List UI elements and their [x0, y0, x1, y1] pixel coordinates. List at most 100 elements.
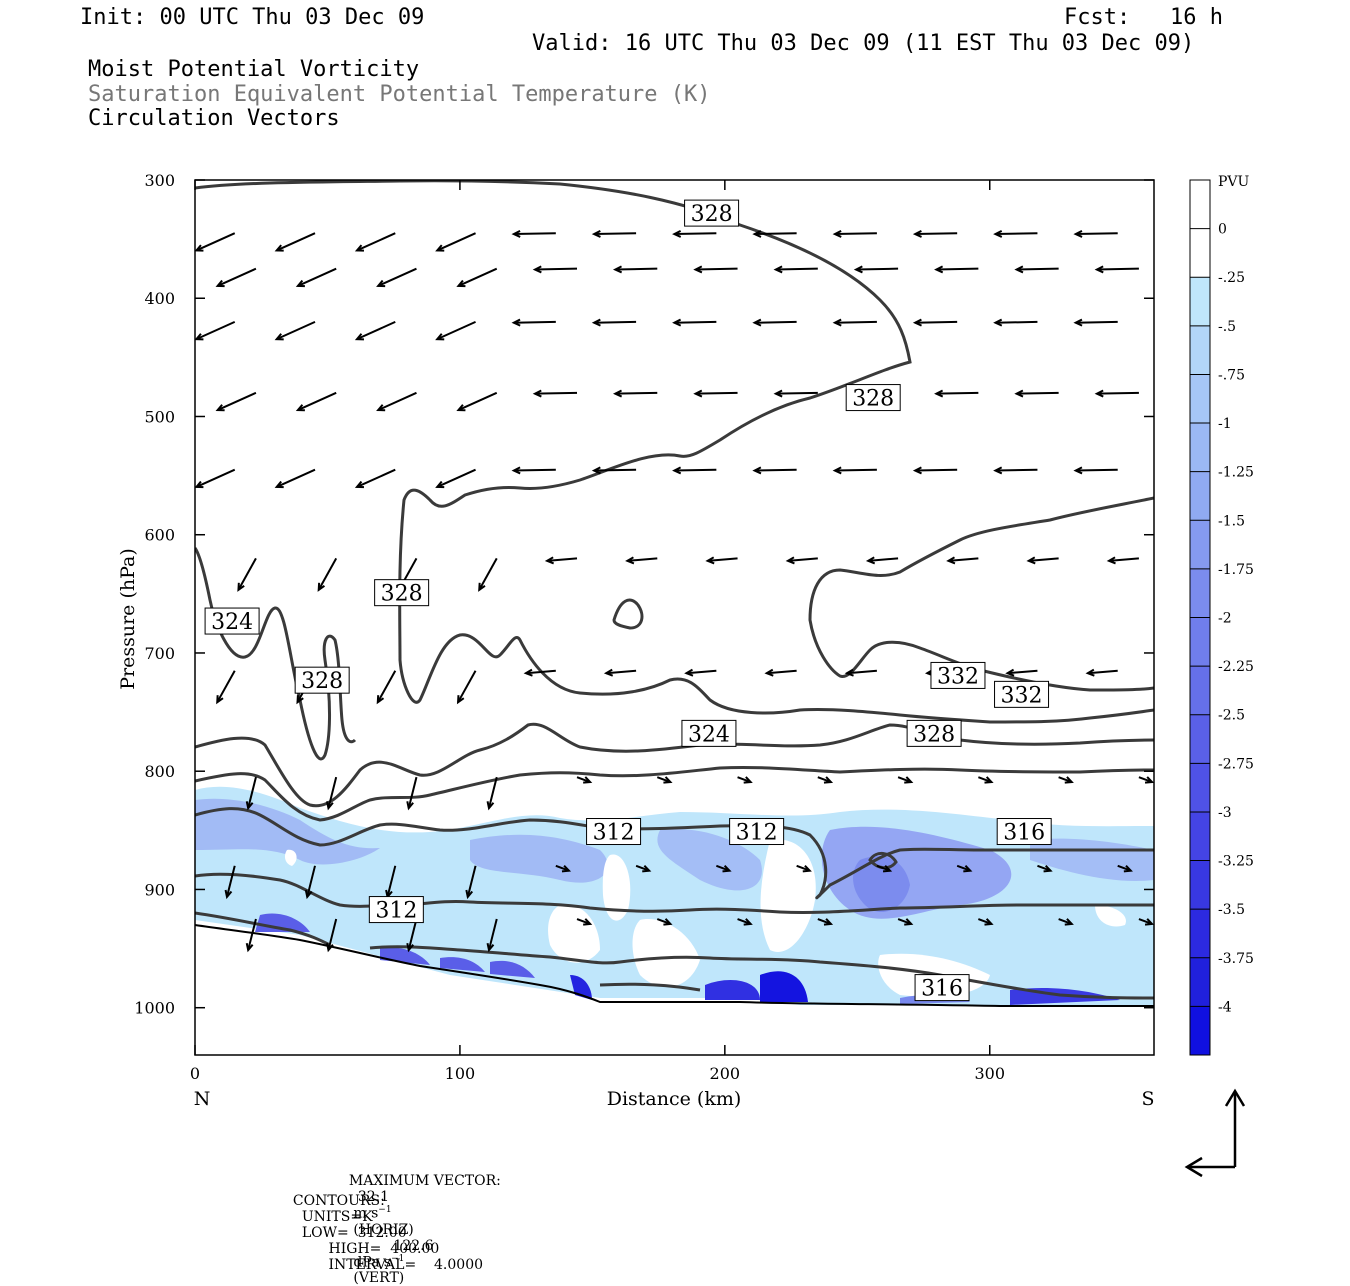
circulation-vector — [832, 466, 877, 475]
contour-label: 312 — [593, 821, 635, 846]
circulation-vector — [993, 229, 1038, 238]
circulation-vector — [237, 557, 257, 592]
circulation-vector — [1094, 265, 1139, 274]
circulation-vector — [245, 918, 257, 953]
units-value: K — [362, 1209, 373, 1225]
colorbar-swatch — [1190, 325, 1210, 375]
contour-label: 332 — [937, 664, 979, 689]
colorbar-level-label: -.5 — [1218, 319, 1236, 335]
circulation-vector — [603, 668, 637, 677]
contour-label-box — [681, 719, 737, 747]
theta-es-contours — [195, 180, 1154, 1000]
circulation-vector — [656, 918, 673, 926]
circulation-vector — [1106, 556, 1139, 565]
circulation-vector — [274, 320, 316, 341]
circulation-vector — [406, 776, 418, 811]
colorbar-level-label: -2.5 — [1218, 708, 1245, 724]
circulation-vector — [956, 864, 973, 873]
circulation-vector — [752, 466, 797, 475]
circulation-vector — [684, 668, 717, 677]
contour-label-box — [729, 818, 785, 846]
field-title-mpv: Moist Potential Vorticity — [88, 57, 420, 82]
circulation-vector — [245, 776, 257, 811]
colorbar-swatch — [1190, 374, 1210, 424]
colorbar-level-label: -.25 — [1218, 270, 1245, 286]
colorbar-swatch — [1190, 714, 1210, 764]
y-tick-label: 600 — [144, 526, 175, 545]
colorbar-level-label: -4 — [1218, 999, 1232, 1015]
y-tick-label: 800 — [144, 762, 175, 781]
colorbar-level-label: -2.25 — [1218, 659, 1254, 675]
colorbar-level-label: -3.5 — [1218, 902, 1245, 918]
circulation-vector — [737, 776, 753, 784]
circulation-vector — [376, 670, 397, 705]
circulation-vector — [844, 668, 877, 677]
circulation-vector — [978, 776, 994, 784]
circulation-vector — [817, 918, 834, 926]
init-time: Init: 00 UTC Thu 03 Dec 09 — [80, 5, 425, 30]
pv-colorbar: PVU 0 -.25 -.5 -.75 -1 -1.25 -1.5 -1.75 -2 -2.25 -2… — [1189, 174, 1254, 1056]
circulation-vector — [946, 556, 979, 565]
circulation-vector — [435, 468, 476, 489]
pv-shade-dark — [853, 856, 910, 913]
circulation-vector — [195, 232, 236, 252]
field-title-thetaes: Saturation Equivalent Potential Temperat… — [88, 82, 711, 107]
colorbar-level-label: -3.75 — [1218, 951, 1254, 967]
circulation-vector — [817, 776, 834, 784]
reference-vector — [1184, 1088, 1246, 1178]
colorbar-level-label: -3 — [1218, 805, 1232, 821]
contour-label-box — [930, 661, 986, 689]
contour-label: 328 — [381, 582, 423, 607]
colorbar-swatch — [1190, 568, 1210, 618]
circulation-vector — [693, 389, 738, 398]
circulation-vector — [716, 864, 732, 873]
circulation-vector — [853, 265, 899, 274]
field-title-vectors: Circulation Vectors — [88, 106, 340, 131]
colorbar-swatch — [1190, 471, 1210, 521]
circulation-vector — [865, 556, 899, 565]
circulation-vector — [544, 556, 578, 565]
contour-label: 328 — [301, 669, 343, 694]
circulation-vector — [317, 557, 338, 592]
circulation-vector — [591, 318, 637, 327]
circulation-vector — [737, 918, 753, 926]
circulation-vector — [672, 466, 717, 475]
colorbar-level-label: -1.75 — [1218, 562, 1254, 578]
contour-label: 328 — [913, 722, 955, 747]
circulation-vector — [456, 267, 498, 288]
circulation-vector — [376, 267, 417, 288]
circulation-vector — [1117, 864, 1133, 873]
circulation-vector — [591, 229, 637, 238]
x-tick-label: 100 — [445, 1064, 476, 1083]
x-tick-label: 0 — [190, 1064, 200, 1083]
colorbar-level-label: -3.25 — [1218, 854, 1254, 870]
circulation-vector — [1073, 229, 1118, 238]
circulation-vector — [672, 318, 717, 327]
high-label: HIGH= — [328, 1241, 382, 1257]
end-label-south: S — [1141, 1088, 1154, 1110]
circulation-vector — [773, 389, 818, 398]
circulation-vector — [912, 318, 958, 327]
y-tick-label: 700 — [144, 644, 175, 663]
colorbar-level-label: -2.75 — [1218, 756, 1254, 772]
plot-frame — [194, 179, 1155, 1056]
contour-label-box — [586, 818, 642, 846]
circulation-vector — [376, 391, 417, 412]
circulation-vector — [993, 318, 1038, 327]
contours-label: CONTOURS: — [292, 1193, 385, 1209]
circulation-vector — [511, 466, 556, 475]
x-tick-label: 200 — [710, 1064, 741, 1083]
circulation-vector — [1058, 918, 1074, 926]
circulation-vector — [486, 918, 498, 953]
circulation-vector — [295, 391, 337, 412]
y-tick-label: 900 — [144, 880, 175, 899]
circulation-vector — [796, 864, 812, 873]
circulation-vector — [195, 320, 236, 341]
interval-value: 4.0000 — [434, 1257, 484, 1273]
cross-section-chart: 328 328 328 324 328 332 332 324 328 312 312 316 312 3… — [117, 171, 1254, 1178]
circulation-vector — [934, 265, 979, 274]
circulation-vector — [785, 556, 818, 565]
colorbar-swatch — [1190, 617, 1210, 667]
y-tick-label: 400 — [144, 289, 175, 308]
colorbar-level-label: -1.25 — [1218, 465, 1254, 481]
